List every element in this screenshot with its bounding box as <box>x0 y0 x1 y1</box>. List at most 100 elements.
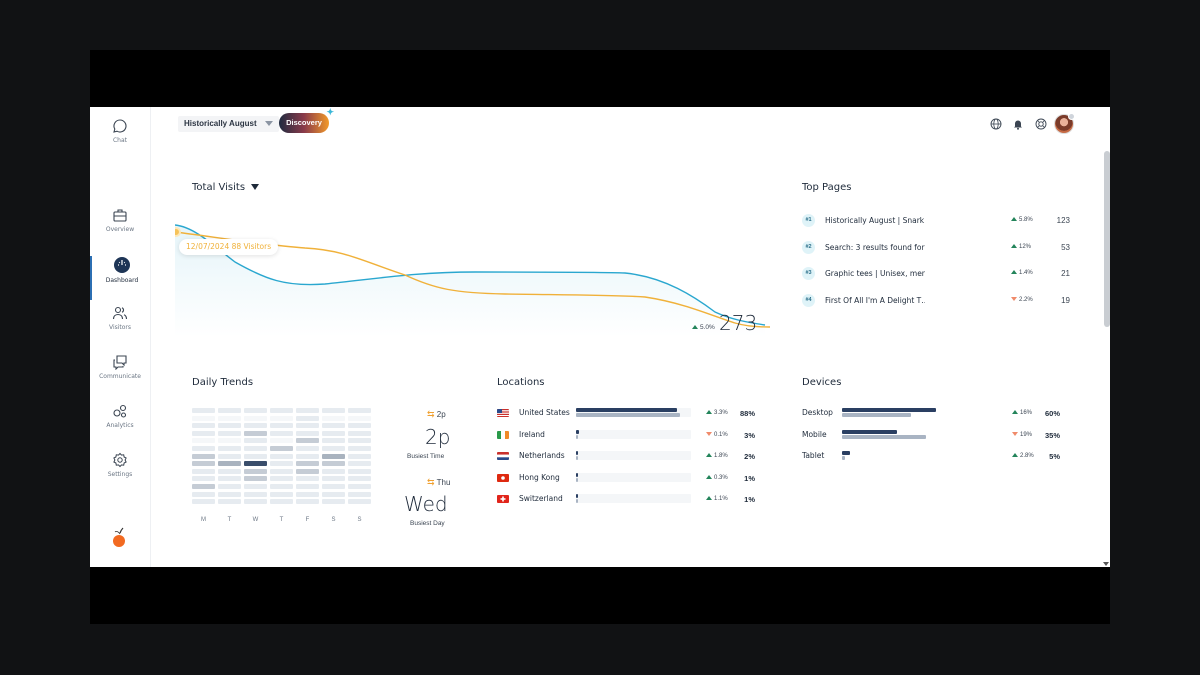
heatmap-cell <box>218 430 241 436</box>
location-bar-current <box>576 429 580 434</box>
globe-icon[interactable] <box>990 118 1002 130</box>
heatmap-cell <box>322 415 345 421</box>
device-row[interactable]: Mobile 19% 35% <box>802 429 1062 442</box>
location-percent: 1% <box>744 473 755 483</box>
location-row[interactable]: Hong Kong 0.3% 1% <box>497 472 757 485</box>
location-bar <box>576 429 691 439</box>
sidebar-item-communicate[interactable]: Communicate <box>90 354 150 398</box>
top-page-row[interactable]: #2 Search: 3 results found for… 12% 53 <box>802 240 1070 255</box>
scrollbar[interactable] <box>1104 151 1110 327</box>
heatmap-cell <box>218 415 241 421</box>
location-row[interactable]: Ireland 0.1% 3% <box>497 429 757 442</box>
sidebar-item-label: Communicate <box>99 373 141 380</box>
top-page-rank: #4 <box>802 293 815 307</box>
location-change-value: 0.1% <box>714 431 728 438</box>
heatmap-cell <box>270 430 293 436</box>
device-row[interactable]: Desktop 16% 60% <box>802 408 1062 420</box>
busiest-day-label: Busiest Day <box>410 520 445 527</box>
chevron-down-icon <box>264 121 273 127</box>
heatmap-cell <box>296 499 319 505</box>
location-change: 0.3% <box>706 475 728 481</box>
top-page-row[interactable]: #3 Graphic tees | Unisex, men… 1.4% 21 <box>802 267 1070 281</box>
heatmap-cell <box>192 484 215 489</box>
heatmap-cell <box>270 423 293 429</box>
heatmap-cell <box>296 484 319 489</box>
top-page-change-value: 5.8% <box>1019 217 1033 223</box>
location-row[interactable]: United States 3.3% 88% <box>497 408 757 420</box>
location-bar-previous <box>576 499 578 503</box>
heatmap-cell <box>348 499 371 505</box>
locations-title: Locations <box>497 377 545 388</box>
up-arrow-icon <box>1011 217 1017 222</box>
support-icon[interactable] <box>1035 118 1047 130</box>
top-page-row[interactable]: #4 First Of All I'm A Delight T… 2.2% 19 <box>802 293 1070 308</box>
total-visits-chart <box>175 224 771 337</box>
location-row[interactable]: Netherlands 1.8% 2% <box>497 451 757 463</box>
device-bar-current <box>842 451 850 455</box>
heatmap-cell <box>348 468 371 474</box>
discovery-button[interactable]: Discovery ✦ <box>279 108 334 133</box>
sidebar-item-chat[interactable]: Chat <box>90 118 150 162</box>
location-name: United States <box>519 408 570 417</box>
sidebar-item-analytics[interactable]: Analytics <box>90 403 150 447</box>
heatmap-cell <box>296 430 319 436</box>
sidebar-item-dashboard[interactable]: Dashboard <box>90 256 152 300</box>
up-arrow-icon <box>1012 410 1018 415</box>
device-bar <box>842 429 998 439</box>
analytics-icon <box>113 404 127 418</box>
heatmap-cell <box>348 491 371 497</box>
heatmap-cell <box>218 484 241 489</box>
device-name: Desktop <box>802 408 833 417</box>
sidebar-item-visitors[interactable]: Visitors <box>90 305 150 349</box>
visits-highlight-point[interactable] <box>175 227 181 237</box>
heatmap-cell <box>218 408 241 413</box>
heatmap-cell <box>192 423 215 429</box>
avatar[interactable] <box>1054 113 1075 134</box>
sidebar-item-overview[interactable]: Overview <box>90 207 150 251</box>
location-change: 0.1% <box>706 432 728 438</box>
device-change-value: 19% <box>1020 431 1033 438</box>
up-arrow-icon <box>1011 243 1017 248</box>
location-row[interactable]: Switzerland 1.1% 1% <box>497 494 757 506</box>
heatmap-cell <box>296 423 319 429</box>
visits-tooltip: 12/07/2024 88 Visitors <box>179 239 279 255</box>
top-page-rank: #3 <box>802 267 815 280</box>
ch-flag <box>497 495 509 503</box>
up-arrow-icon <box>706 496 712 501</box>
messages-icon <box>113 355 127 370</box>
sidebar-item-settings[interactable]: Settings <box>90 452 150 496</box>
location-change: 1.8% <box>706 453 728 459</box>
device-bar-current <box>842 429 897 434</box>
heatmap-cell <box>218 461 241 467</box>
device-row[interactable]: Tablet 2.8% 5% <box>802 451 1062 463</box>
visits-dropdown-caret-icon[interactable] <box>251 184 260 190</box>
device-name: Mobile <box>802 429 827 439</box>
sidebar-item-label: Analytics <box>106 422 134 429</box>
discovery-label: Discovery <box>286 118 322 127</box>
device-bar <box>842 451 998 460</box>
heatmap-cell <box>244 408 267 413</box>
heatmap-cell <box>348 415 371 421</box>
scroll-down-arrow-icon[interactable] <box>1103 562 1109 566</box>
bell-icon[interactable] <box>1012 118 1024 130</box>
store-selector[interactable]: Historically August <box>178 116 279 132</box>
heatmap-cell <box>244 438 267 444</box>
heatmap-cell <box>244 453 267 459</box>
heatmap-cell <box>192 446 215 451</box>
heatmap-cell <box>322 446 345 451</box>
location-change: 1.1% <box>706 496 728 502</box>
heatmap-cell <box>348 476 371 482</box>
total-visits-label: Total Visits <box>192 182 246 193</box>
top-page-change: 5.8% <box>1011 217 1033 223</box>
up-arrow-icon <box>706 453 712 458</box>
sparkle-icon: ✦ <box>326 107 334 117</box>
top-page-row[interactable]: #1 Historically August | Snark… 5.8% 123 <box>802 214 1070 228</box>
location-bar-current <box>576 472 578 477</box>
location-name: Switzerland <box>519 494 563 503</box>
heatmap-cell <box>218 446 241 451</box>
location-bar <box>576 408 691 417</box>
heatmap-cell <box>348 408 371 413</box>
location-change-value: 3.3% <box>714 410 728 416</box>
location-change-value: 0.3% <box>714 474 728 481</box>
location-bar <box>576 472 691 482</box>
